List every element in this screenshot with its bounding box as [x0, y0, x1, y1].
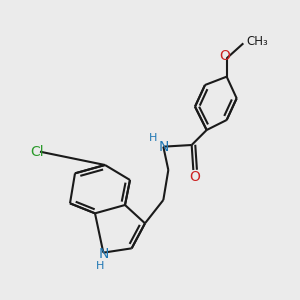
Text: Cl: Cl [30, 145, 44, 159]
Text: N: N [98, 247, 109, 261]
Text: O: O [189, 169, 200, 184]
Text: CH₃: CH₃ [246, 35, 268, 48]
Text: H: H [96, 261, 104, 271]
Text: N: N [158, 140, 169, 154]
Text: H: H [148, 133, 157, 143]
Text: O: O [219, 49, 230, 63]
